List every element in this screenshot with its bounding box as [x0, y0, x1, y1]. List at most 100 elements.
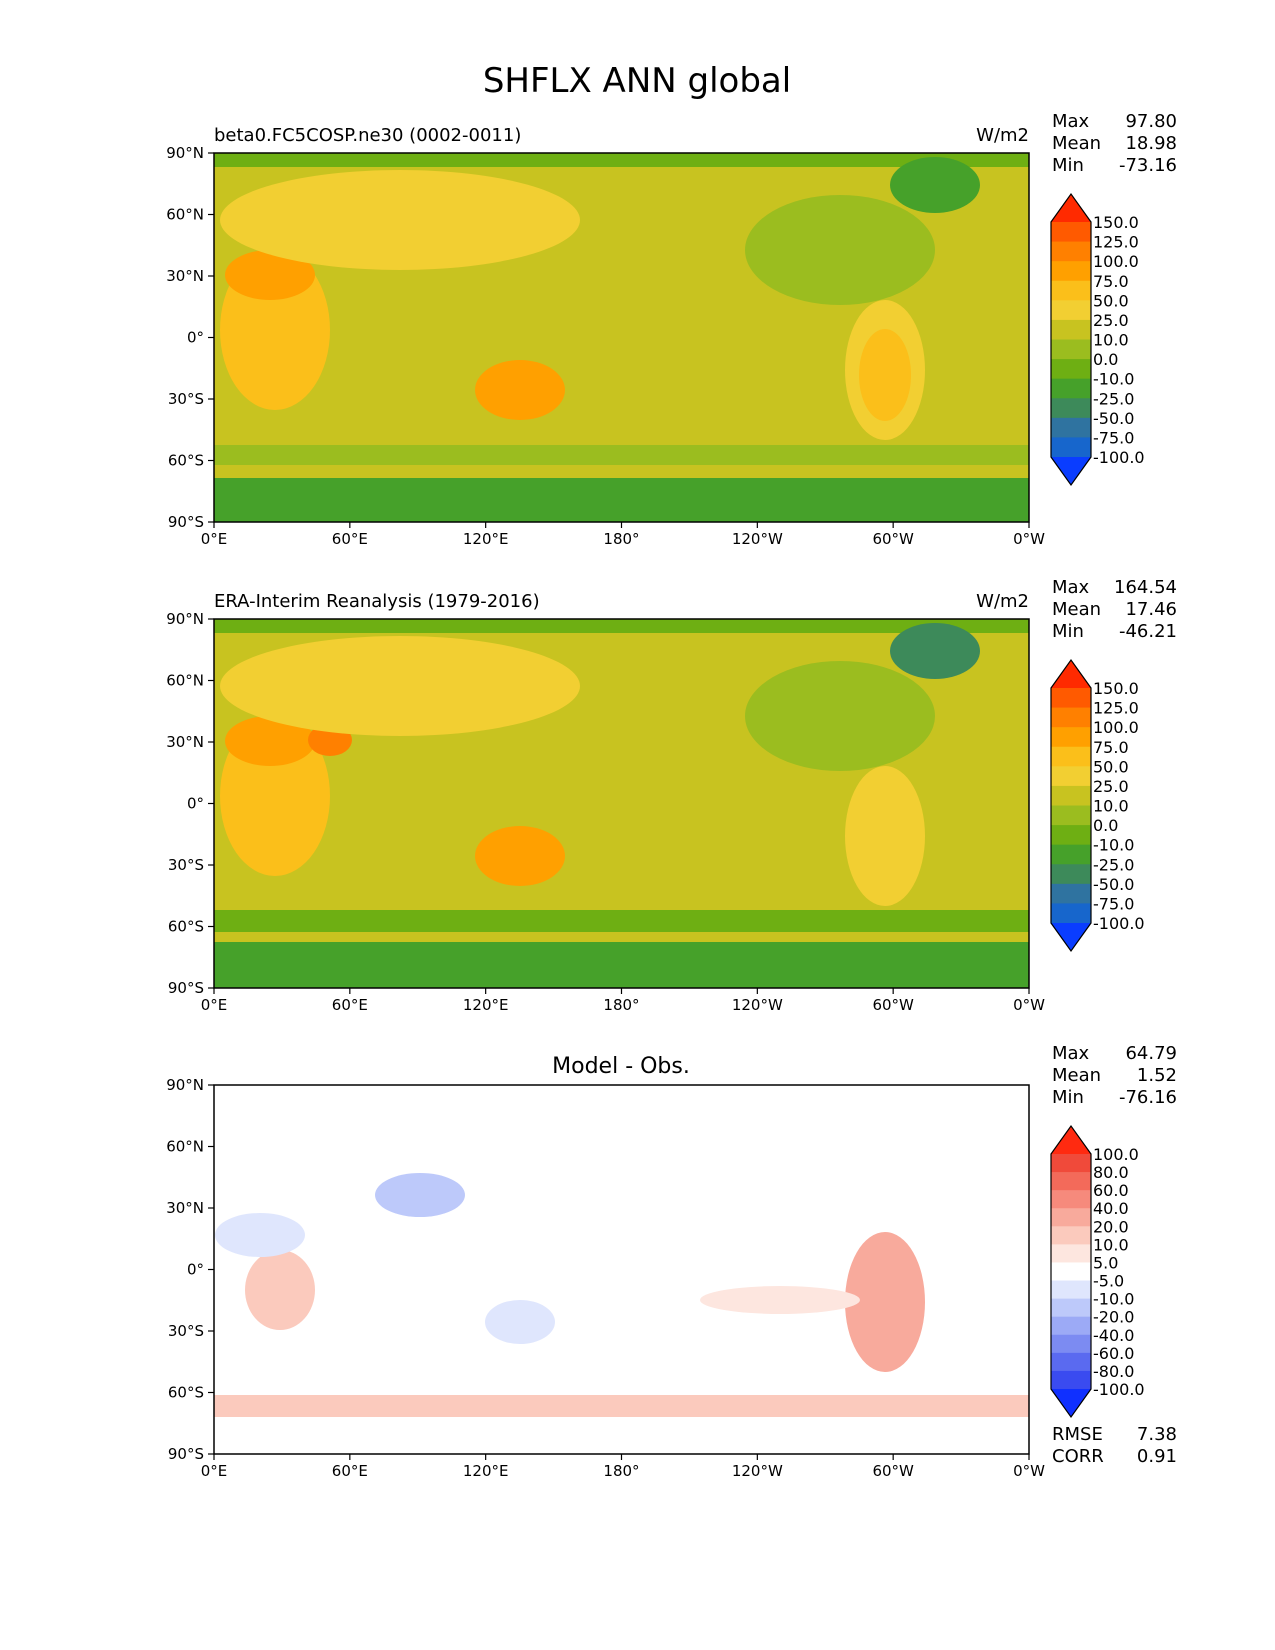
panel-left-title: beta0.FC5COSP.ne30 (0002-0011)	[214, 125, 521, 146]
x-tick-label: 120°E	[463, 996, 509, 1014]
y-tick-label: 90°N	[166, 144, 204, 162]
colorbar-segment	[1051, 805, 1091, 826]
colorbar-upper-extension	[1051, 194, 1091, 222]
x-tick-label: 180°	[603, 1462, 639, 1480]
colorbar-tick-label: 100.0	[1093, 252, 1139, 271]
map-band-arctic	[214, 619, 1029, 633]
panel-difference: Model - Obs. 0°E 60°E 120°E 180° 120°W 60°W 0°…	[166, 1043, 1177, 1480]
y-tick-label: 90°N	[166, 610, 204, 628]
land-greenland	[890, 157, 980, 213]
stat-label: Max	[1052, 577, 1090, 598]
figure-title: SHFLX ANN global	[483, 61, 791, 101]
anomaly-north-africa	[215, 1213, 305, 1257]
x-tick-label: 120°W	[732, 530, 783, 548]
panel-model: beta0.FC5COSP.ne30 (0002-0011) W/m2 0°E 6…	[166, 111, 1177, 548]
land-south-america-center	[859, 329, 911, 421]
stat-label: Min	[1052, 1087, 1084, 1108]
colorbar-segment	[1051, 1190, 1091, 1209]
colorbar-segment	[1051, 785, 1091, 806]
colorbar-segment	[1051, 280, 1091, 301]
colorbar-upper-extension	[1051, 660, 1091, 688]
y-tick-label: 30°S	[168, 390, 204, 408]
colorbar-segment	[1051, 417, 1091, 438]
land-sahara	[225, 250, 315, 300]
colorbar-upper-extension	[1051, 1126, 1091, 1154]
stat-label: Mean	[1052, 599, 1101, 620]
colorbar-segment	[1051, 1154, 1091, 1173]
y-tick-label: 90°N	[166, 1076, 204, 1094]
colorbar-segment	[1051, 727, 1091, 748]
land-sahara	[225, 716, 315, 766]
panel-units: W/m2	[976, 591, 1029, 612]
colorbar-tick-label: 100.0	[1093, 1145, 1139, 1164]
colorbar-segment	[1051, 825, 1091, 846]
y-tick-label: 60°S	[168, 452, 204, 470]
stat-label: Max	[1052, 111, 1090, 132]
x-tick-label: 0°W	[1013, 530, 1045, 548]
colorbar-tick-label: -100.0	[1093, 448, 1145, 467]
map-band-antarctica	[214, 942, 1029, 988]
x-tick-label: 180°	[603, 530, 639, 548]
colorbar-segment	[1051, 1262, 1091, 1282]
colorbar-segment	[1051, 766, 1091, 787]
land-greenland	[890, 623, 980, 679]
colorbar-tick-label: 20.0	[1093, 1217, 1129, 1236]
colorbar-tick-label: 100.0	[1093, 718, 1139, 737]
y-tick-label: 90°S	[168, 513, 204, 531]
colorbar-tick-label: 125.0	[1093, 233, 1139, 252]
colorbar-segment	[1051, 241, 1091, 262]
colorbar-segment	[1051, 378, 1091, 399]
y-tick-label: 30°N	[166, 733, 204, 751]
colorbar-lower-extension	[1051, 923, 1091, 951]
map-band-southern-ocean	[214, 910, 1029, 932]
colorbar-lower-extension	[1051, 1389, 1091, 1417]
stat-value: 17.46	[1125, 599, 1177, 620]
colorbar-tick-label: -10.0	[1093, 1290, 1134, 1309]
stat-value: 97.80	[1125, 111, 1177, 132]
colorbar-tick-label: 10.0	[1093, 1235, 1129, 1254]
stat-label: RMSE	[1052, 1424, 1103, 1445]
colorbar-segment	[1051, 222, 1091, 243]
x-tick-label: 0°E	[201, 1462, 228, 1480]
stat-value: -73.16	[1119, 155, 1177, 176]
colorbar-segment	[1051, 300, 1091, 321]
map-band-southern-ocean	[214, 1395, 1029, 1417]
x-tick-label: 60°W	[872, 1462, 914, 1480]
x-tick-label: 60°W	[872, 996, 914, 1014]
land-eurasia	[220, 636, 580, 736]
colorbar-outline	[1050, 658, 1092, 953]
colorbar-segment	[1051, 319, 1091, 340]
colorbar-segment	[1051, 261, 1091, 282]
colorbar-tick-label: 80.0	[1093, 1163, 1129, 1182]
colorbar-segment	[1051, 1352, 1091, 1372]
colorbar-tick-label: -50.0	[1093, 409, 1134, 428]
colorbar-segment	[1051, 1334, 1091, 1354]
stat-value: -76.16	[1119, 1087, 1177, 1108]
stat-label: Mean	[1052, 133, 1101, 154]
stat-value: 64.79	[1125, 1043, 1177, 1064]
y-tick-label: 90°S	[168, 979, 204, 997]
x-tick-label: 0°E	[201, 996, 228, 1014]
colorbar-tick-label: 10.0	[1093, 331, 1129, 350]
stat-value: 1.52	[1137, 1065, 1177, 1086]
colorbar-segment	[1051, 746, 1091, 767]
y-tick-label: 60°N	[166, 206, 204, 224]
colorbar-tick-label: 0.0	[1093, 350, 1118, 369]
y-tick-label: 30°N	[166, 1199, 204, 1217]
colorbar-segment	[1051, 844, 1091, 865]
colorbar-tick-label: -80.0	[1093, 1362, 1134, 1381]
x-tick-label: 0°E	[201, 530, 228, 548]
stat-label: CORR	[1052, 1446, 1104, 1467]
panel-left-title: ERA-Interim Reanalysis (1979-2016)	[214, 591, 540, 612]
colorbar-tick-label: 25.0	[1093, 777, 1129, 796]
y-tick-label: 90°S	[168, 1445, 204, 1463]
colorbar-tick-label: -20.0	[1093, 1308, 1134, 1327]
y-tick-label: 60°S	[168, 918, 204, 936]
stat-label: Mean	[1052, 1065, 1101, 1086]
colorbar-tick-label: 50.0	[1093, 757, 1129, 776]
map-band-antarctica	[214, 478, 1029, 522]
colorbar-segment	[1051, 1226, 1091, 1245]
y-tick-label: 0°	[187, 329, 204, 347]
colorbar-tick-label: 5.0	[1093, 1253, 1118, 1272]
